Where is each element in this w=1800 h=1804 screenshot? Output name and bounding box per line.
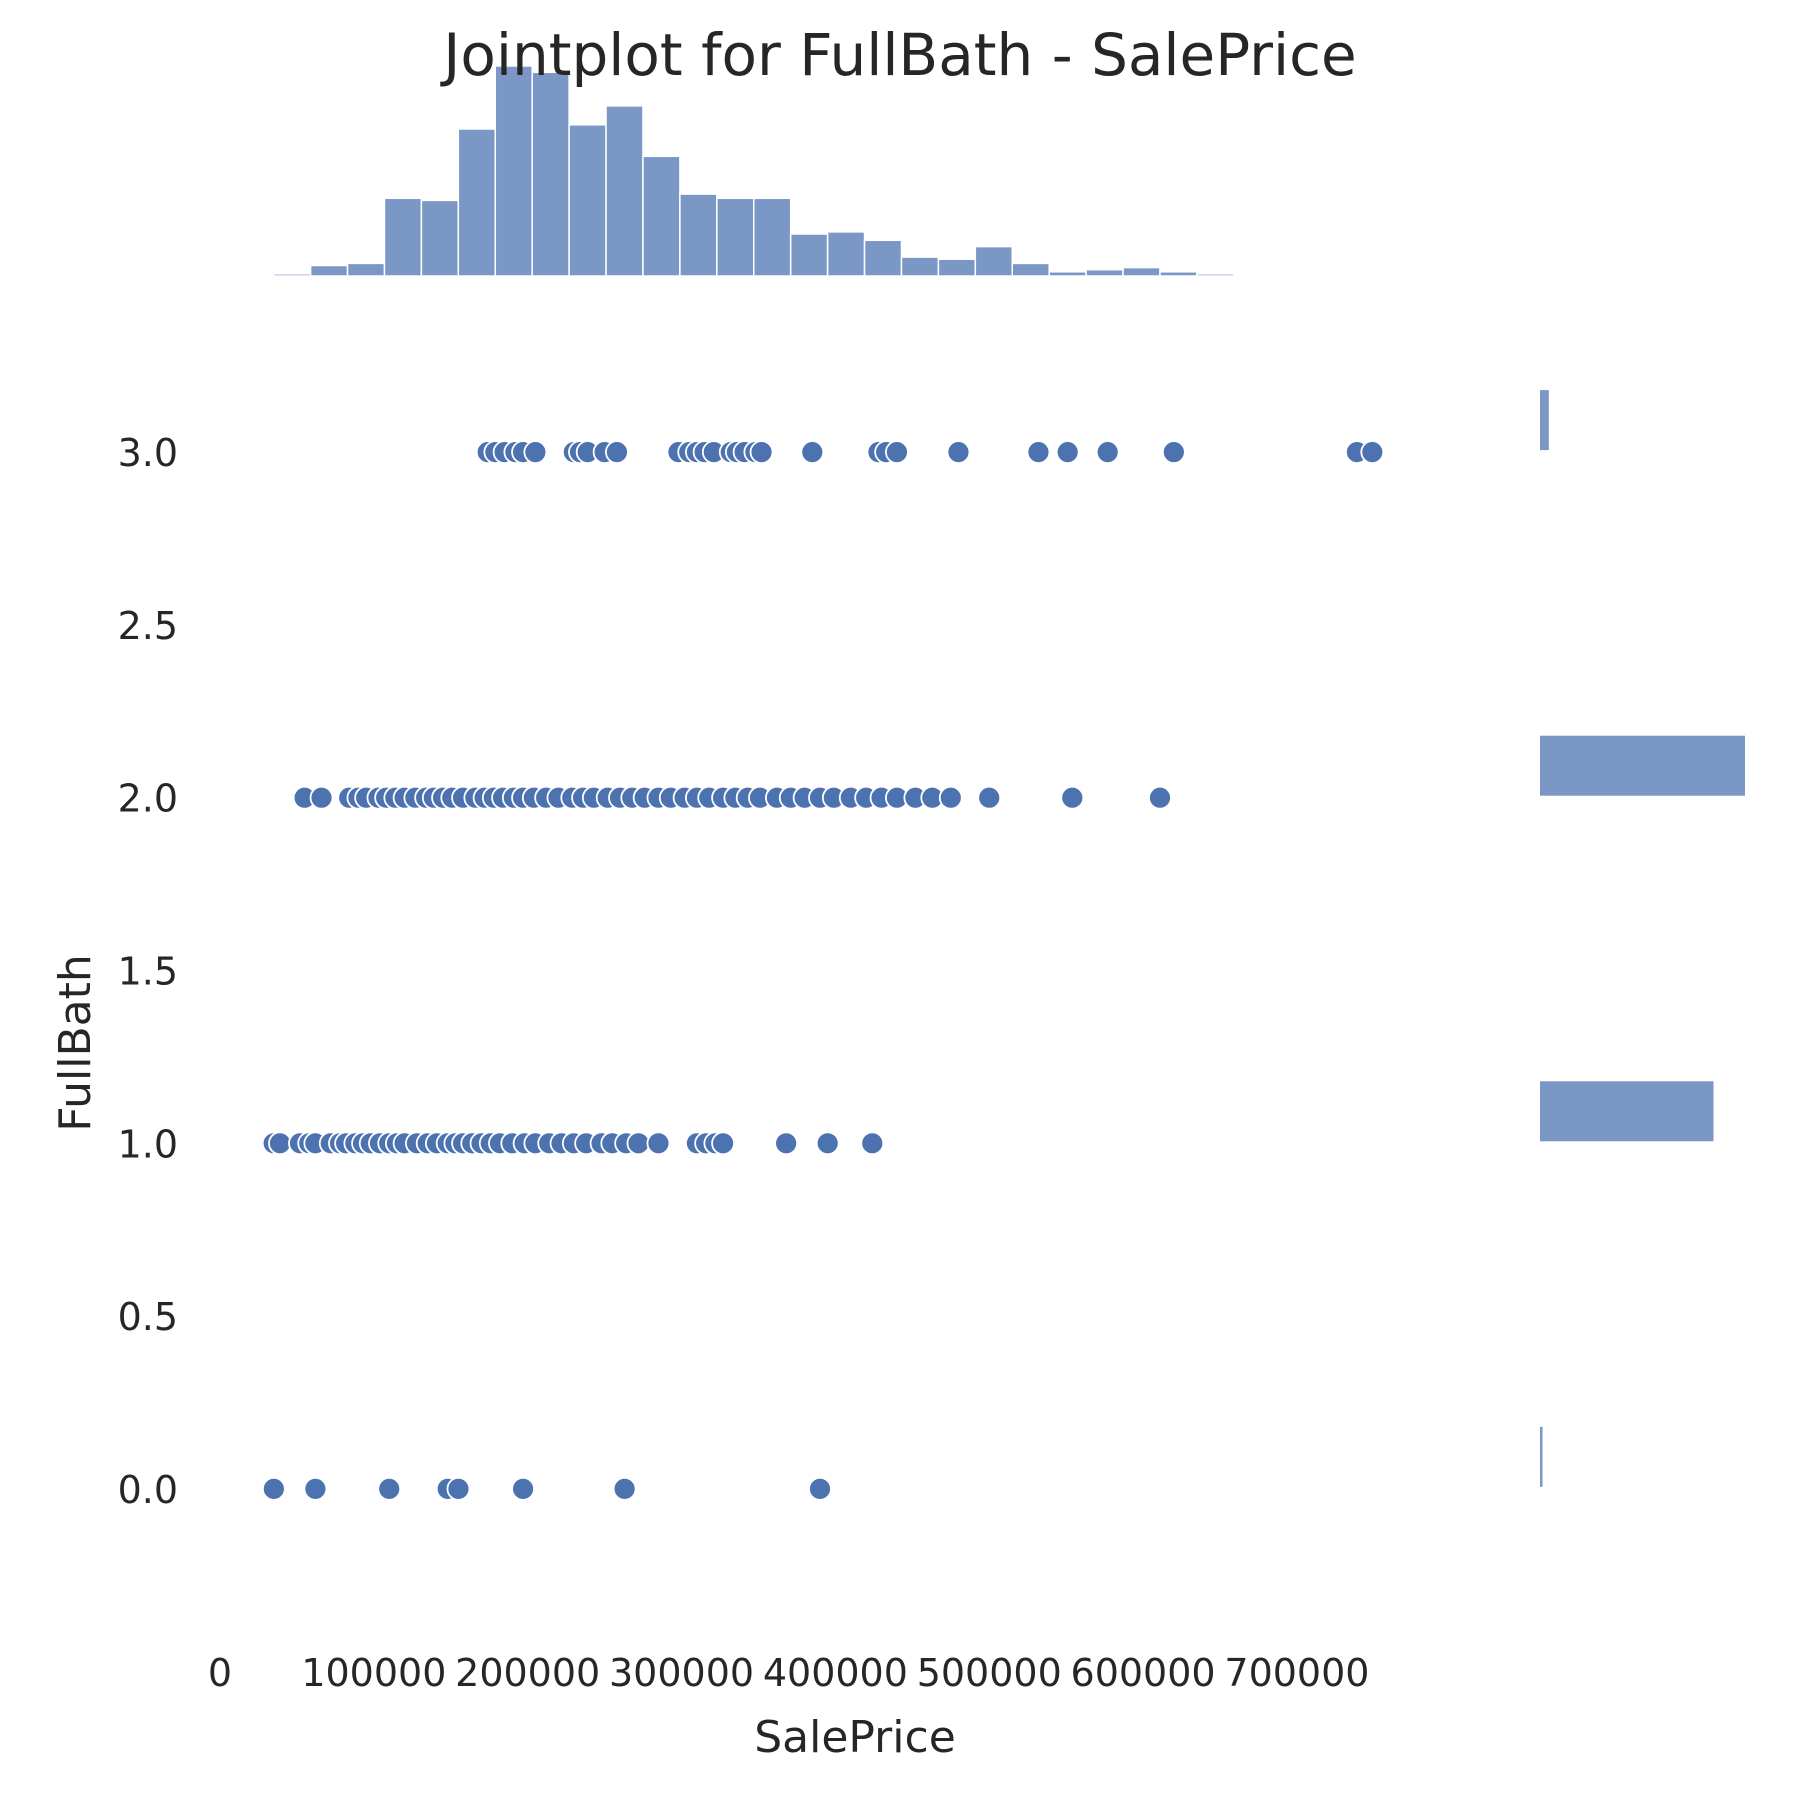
x-hist-bar	[272, 273, 312, 277]
x-tick-label: 600000	[1071, 1651, 1216, 1695]
y-tick-label: 2.5	[118, 604, 178, 648]
x-hist-bar	[605, 105, 644, 277]
x-hist-bar	[309, 264, 349, 277]
y-tick-label: 0.0	[118, 1468, 178, 1512]
scatter-point	[946, 440, 971, 465]
scatter-point	[1055, 440, 1080, 465]
x-tick-label: 300000	[609, 1651, 754, 1695]
x-hist-bar	[420, 199, 460, 277]
scatter-point	[1095, 440, 1120, 465]
x-hist-bar	[1122, 266, 1161, 277]
scatter-point	[309, 785, 334, 810]
y-tick-label: 1.0	[118, 1122, 178, 1166]
x-hist-bar	[716, 197, 755, 277]
x-hist-bar	[642, 155, 681, 277]
x-hist-bar	[789, 233, 829, 277]
x-hist-bar	[1343, 274, 1383, 277]
scatter-point	[1148, 785, 1172, 810]
y-tick-label: 3.0	[118, 431, 178, 475]
scatter-point	[749, 440, 774, 465]
x-marginal-histogram	[272, 65, 1383, 277]
x-hist-bar	[863, 239, 903, 277]
scatter-point	[605, 440, 629, 465]
x-tick-label: 500000	[917, 1651, 1062, 1695]
x-hist-bar	[1159, 271, 1198, 277]
x-hist-bar	[1270, 274, 1309, 277]
scatter-points	[261, 440, 1385, 1501]
scatter-point	[446, 1476, 471, 1501]
y-tick-label: 0.5	[118, 1295, 178, 1339]
x-hist-bar	[974, 245, 1014, 277]
x-hist-bar	[1048, 271, 1087, 277]
scatter-point	[1161, 440, 1186, 465]
scatter-point	[808, 1476, 832, 1501]
scatter-point	[1026, 440, 1051, 465]
scatter-point	[377, 1476, 402, 1501]
scatter-point	[646, 1131, 671, 1156]
y-hist-bar	[1540, 735, 1745, 796]
x-axis-ticks: 0 100000 200000 300000 400000 500000 600000 700…	[208, 1651, 1370, 1695]
scatter-point	[815, 1131, 840, 1156]
x-hist-bar	[900, 256, 940, 277]
scatter-point	[800, 440, 825, 465]
scatter-point	[938, 785, 963, 810]
x-hist-bar	[1085, 268, 1124, 277]
x-axis-label: SalePrice	[754, 1712, 956, 1763]
y-axis-label: FullBath	[50, 954, 101, 1132]
x-hist-bar	[679, 193, 718, 277]
scatter-point	[626, 1131, 651, 1156]
x-hist-bar	[346, 262, 386, 277]
x-hist-bar	[753, 197, 792, 277]
x-tick-label: 400000	[763, 1651, 908, 1695]
y-hist-bar	[1540, 1426, 1543, 1487]
scatter-point	[711, 1131, 735, 1156]
y-hist-bar	[1540, 1081, 1714, 1142]
scatter-point	[860, 1131, 885, 1156]
scatter-point	[268, 1131, 292, 1156]
chart-title: Jointplot for FullBath - SalePrice	[443, 21, 1357, 89]
x-tick-label: 700000	[1224, 1651, 1369, 1695]
x-hist-bar	[937, 258, 977, 277]
x-hist-bar	[1196, 273, 1235, 277]
scatter-point	[261, 1476, 286, 1501]
x-tick-label: 0	[208, 1651, 232, 1695]
scatter-point	[303, 1476, 328, 1501]
y-tick-label: 2.0	[118, 777, 178, 821]
x-hist-bar	[1233, 274, 1272, 277]
x-hist-bar	[531, 71, 570, 277]
x-tick-label: 200000	[455, 1651, 600, 1695]
scatter-point	[523, 440, 548, 465]
scatter-point	[885, 440, 909, 465]
scatter-point	[511, 1476, 535, 1501]
scatter-point	[774, 1131, 799, 1156]
y-hist-bar	[1540, 390, 1549, 451]
scatter-point	[612, 1476, 637, 1501]
x-hist-bar	[568, 124, 607, 277]
scatter-point	[977, 785, 1002, 810]
x-tick-label: 100000	[301, 1651, 446, 1695]
scatter-point	[1360, 440, 1385, 465]
scatter-point	[1060, 785, 1085, 810]
x-hist-bar	[1011, 262, 1050, 277]
y-tick-label: 1.5	[118, 950, 178, 994]
y-axis-ticks: 0.0 0.5 1.0 1.5 2.0 2.5 3.0	[118, 431, 178, 1512]
x-hist-bar	[826, 231, 866, 277]
x-hist-bar	[383, 197, 423, 277]
y-marginal-histogram	[1540, 390, 1745, 1487]
x-hist-bar	[457, 128, 497, 277]
x-hist-bar	[494, 65, 533, 277]
